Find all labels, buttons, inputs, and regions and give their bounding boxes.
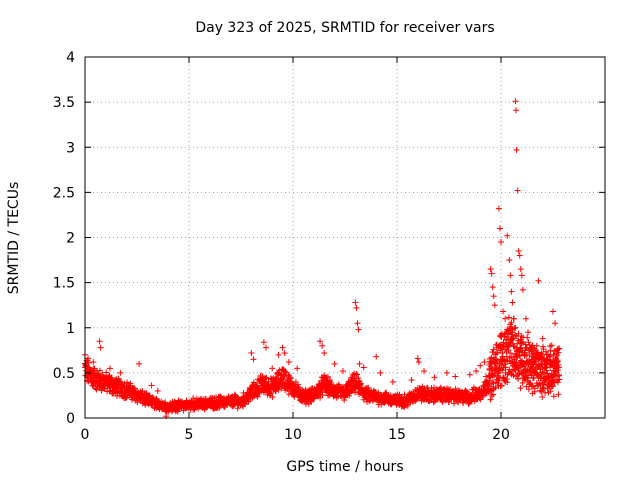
data-point bbox=[103, 369, 110, 376]
data-point bbox=[466, 371, 473, 378]
data-point bbox=[519, 286, 526, 293]
data-point bbox=[512, 107, 519, 114]
data-point bbox=[496, 225, 503, 232]
data-point bbox=[88, 376, 95, 383]
data-point bbox=[354, 320, 361, 327]
data-point bbox=[250, 356, 257, 363]
data-point bbox=[248, 350, 255, 357]
data-point bbox=[97, 344, 104, 351]
data-point bbox=[512, 98, 519, 105]
y-tick-label: 0.5 bbox=[53, 366, 75, 382]
data-point bbox=[550, 308, 556, 315]
y-tick-label: 4 bbox=[66, 50, 75, 66]
data-point bbox=[415, 359, 422, 366]
y-tick-label: 2.5 bbox=[53, 185, 75, 201]
data-point bbox=[509, 299, 516, 306]
data-point bbox=[495, 205, 502, 212]
data-point bbox=[352, 299, 359, 306]
data-points bbox=[82, 98, 563, 420]
data-point bbox=[507, 272, 514, 279]
data-point bbox=[355, 326, 362, 333]
data-point bbox=[90, 359, 97, 366]
data-point bbox=[452, 373, 459, 380]
data-point bbox=[260, 339, 267, 346]
data-point bbox=[490, 293, 497, 300]
data-point bbox=[498, 239, 504, 246]
data-point bbox=[285, 359, 292, 366]
data-point bbox=[491, 302, 498, 309]
y-tick-label: 1 bbox=[66, 321, 75, 337]
data-point bbox=[117, 369, 124, 376]
data-point bbox=[108, 374, 115, 381]
data-point bbox=[353, 304, 360, 311]
y-tick-label: 1.5 bbox=[53, 276, 75, 292]
data-point bbox=[93, 386, 100, 393]
x-tick-label: 20 bbox=[492, 427, 510, 443]
data-point bbox=[360, 364, 367, 371]
data-point bbox=[96, 367, 103, 374]
data-point bbox=[117, 379, 124, 386]
data-point bbox=[377, 369, 384, 376]
data-point bbox=[535, 277, 542, 284]
data-point bbox=[356, 360, 363, 367]
data-point bbox=[262, 344, 269, 351]
y-tick-label: 2 bbox=[66, 231, 75, 247]
data-point bbox=[389, 378, 396, 385]
data-point bbox=[539, 335, 546, 342]
data-point bbox=[321, 350, 328, 357]
data-point bbox=[515, 248, 522, 255]
data-point bbox=[148, 382, 155, 389]
x-axis-label: GPS time / hours bbox=[286, 459, 403, 475]
data-point bbox=[281, 350, 288, 357]
x-tick-label: 10 bbox=[284, 427, 302, 443]
data-point bbox=[215, 404, 222, 411]
data-point bbox=[517, 266, 524, 273]
y-axis-label: SRMTID / TECUs bbox=[6, 182, 22, 295]
data-point bbox=[443, 369, 450, 376]
data-point bbox=[517, 385, 524, 392]
data-point bbox=[431, 374, 438, 381]
chart-title: Day 323 of 2025, SRMTID for receiver var… bbox=[195, 20, 494, 36]
data-point bbox=[275, 351, 282, 358]
data-point bbox=[477, 362, 484, 369]
data-point bbox=[518, 272, 525, 279]
data-point bbox=[154, 387, 161, 394]
data-point bbox=[514, 187, 521, 194]
data-point bbox=[539, 394, 546, 401]
data-point bbox=[481, 359, 488, 366]
data-point bbox=[269, 365, 276, 372]
y-tick-label: 3 bbox=[66, 140, 75, 156]
y-tick-label: 0 bbox=[66, 411, 75, 427]
data-point bbox=[522, 315, 529, 322]
data-point bbox=[489, 284, 496, 291]
data-point bbox=[525, 329, 532, 336]
data-point bbox=[373, 353, 380, 360]
data-point bbox=[524, 334, 531, 341]
grid-lines bbox=[85, 57, 605, 418]
data-point bbox=[96, 338, 103, 345]
data-point bbox=[552, 320, 559, 327]
data-point bbox=[488, 270, 495, 277]
data-point bbox=[331, 360, 338, 367]
data-point bbox=[512, 324, 519, 331]
data-point bbox=[502, 315, 509, 322]
data-point bbox=[487, 266, 494, 273]
data-point bbox=[414, 355, 421, 362]
x-tick-label: 0 bbox=[81, 427, 90, 443]
data-point bbox=[516, 252, 523, 259]
x-tick-label: 5 bbox=[185, 427, 194, 443]
y-tick-label: 3.5 bbox=[53, 95, 75, 111]
data-point bbox=[508, 288, 515, 295]
data-point bbox=[505, 314, 512, 321]
data-point bbox=[294, 365, 301, 372]
data-point bbox=[279, 344, 286, 351]
data-point bbox=[513, 146, 520, 153]
data-point bbox=[408, 377, 415, 384]
x-tick-label: 15 bbox=[388, 427, 406, 443]
data-point bbox=[506, 257, 513, 264]
data-point bbox=[106, 365, 113, 372]
data-point bbox=[136, 360, 143, 367]
data-point bbox=[487, 396, 494, 403]
